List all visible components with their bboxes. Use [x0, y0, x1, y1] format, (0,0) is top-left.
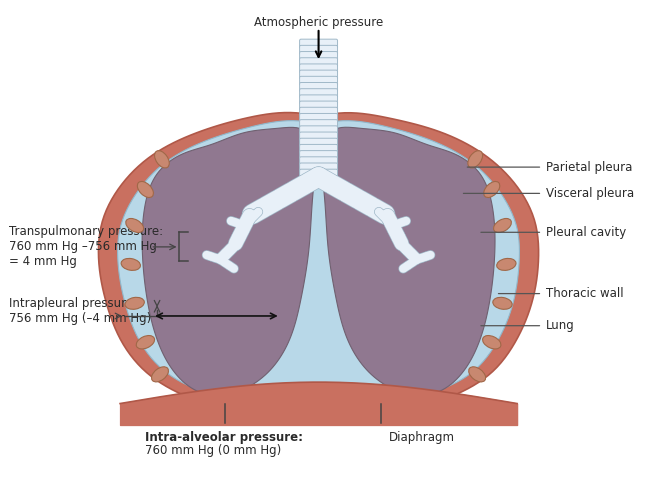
FancyBboxPatch shape — [300, 132, 338, 141]
Polygon shape — [118, 121, 519, 403]
FancyBboxPatch shape — [300, 138, 338, 147]
Ellipse shape — [494, 219, 511, 232]
FancyBboxPatch shape — [300, 39, 338, 48]
Text: Lung: Lung — [547, 319, 575, 332]
Text: Parietal pleura: Parietal pleura — [547, 160, 633, 174]
Ellipse shape — [468, 151, 483, 168]
Text: Intrapleural pressure:
756 mm Hg (–4 mm Hg): Intrapleural pressure: 756 mm Hg (–4 mm … — [9, 296, 151, 325]
Polygon shape — [99, 113, 539, 412]
Ellipse shape — [155, 151, 169, 168]
FancyBboxPatch shape — [300, 151, 338, 160]
FancyBboxPatch shape — [300, 107, 338, 116]
Ellipse shape — [136, 335, 155, 349]
Polygon shape — [142, 127, 315, 396]
FancyBboxPatch shape — [300, 76, 338, 86]
Text: 760 mm Hg (0 mm Hg): 760 mm Hg (0 mm Hg) — [146, 444, 281, 457]
FancyBboxPatch shape — [300, 52, 338, 61]
FancyBboxPatch shape — [300, 157, 338, 166]
FancyBboxPatch shape — [300, 101, 338, 110]
FancyBboxPatch shape — [300, 144, 338, 154]
Text: Transpulmonary pressure:
760 mm Hg –756 mm Hg
= 4 mm Hg: Transpulmonary pressure: 760 mm Hg –756 … — [9, 226, 163, 268]
Ellipse shape — [151, 367, 168, 382]
Text: Atmospheric pressure: Atmospheric pressure — [254, 17, 383, 29]
FancyBboxPatch shape — [300, 89, 338, 98]
FancyBboxPatch shape — [300, 95, 338, 104]
Text: Visceral pleura: Visceral pleura — [547, 187, 634, 200]
Ellipse shape — [497, 259, 516, 270]
Text: Intra-alveolar pressure:: Intra-alveolar pressure: — [146, 431, 304, 444]
Polygon shape — [323, 127, 495, 396]
FancyBboxPatch shape — [300, 70, 338, 79]
FancyBboxPatch shape — [300, 83, 338, 92]
Ellipse shape — [493, 297, 512, 309]
FancyBboxPatch shape — [300, 163, 338, 172]
Ellipse shape — [125, 297, 144, 309]
Ellipse shape — [126, 219, 144, 232]
FancyBboxPatch shape — [300, 126, 338, 135]
FancyBboxPatch shape — [300, 169, 338, 178]
Ellipse shape — [137, 181, 153, 197]
Ellipse shape — [483, 335, 501, 349]
FancyBboxPatch shape — [300, 64, 338, 73]
FancyBboxPatch shape — [300, 45, 338, 54]
Text: Thoracic wall: Thoracic wall — [547, 287, 624, 300]
FancyBboxPatch shape — [300, 120, 338, 129]
FancyBboxPatch shape — [300, 58, 338, 67]
Ellipse shape — [484, 181, 500, 197]
Text: Pleural cavity: Pleural cavity — [547, 226, 626, 239]
Ellipse shape — [121, 259, 140, 270]
FancyBboxPatch shape — [300, 113, 338, 122]
Text: Diaphragm: Diaphragm — [389, 431, 454, 444]
Ellipse shape — [469, 367, 486, 382]
